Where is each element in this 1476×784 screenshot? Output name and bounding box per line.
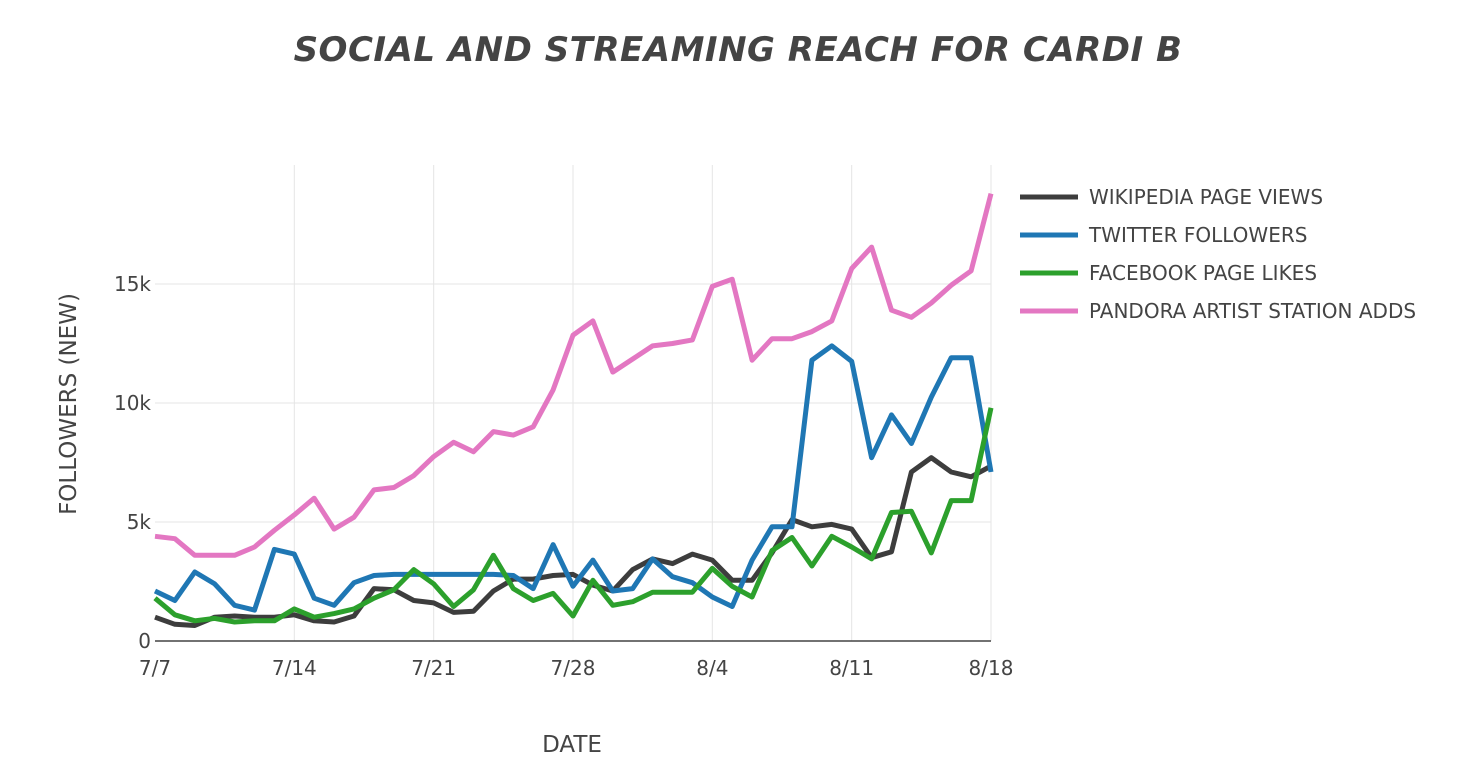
y-tick-label: 0: [138, 629, 151, 653]
grid-lines: [155, 165, 992, 641]
series-lines: [153, 192, 994, 628]
series-line-wikipedia-page-views: [154, 455, 993, 628]
series-line-pandora-artist-station-adds: [154, 192, 994, 558]
legend-item: FACEBOOK PAGE LIKES: [1020, 261, 1317, 285]
legend-item: WIKIPEDIA PAGE VIEWS: [1020, 185, 1323, 209]
y-axis-title: FOLLOWERS (NEW): [56, 293, 82, 515]
x-axis-title: DATE: [542, 732, 602, 758]
x-tick-label: 7/21: [411, 656, 456, 680]
x-tick-label: 7/7: [139, 656, 171, 680]
legend-label: FACEBOOK PAGE LIKES: [1089, 261, 1317, 285]
axes: 7/7 7/14 7/21 7/28 8/4 8/11 8/18 0 5k 10k 15k: [114, 272, 1013, 680]
chart-title: SOCIAL AND STREAMING REACH FOR CARDI B: [293, 30, 1183, 70]
legend-label: TWITTER FOLLOWERS: [1088, 223, 1307, 247]
series-line-facebook-page-likes: [153, 407, 994, 625]
legend-item: TWITTER FOLLOWERS: [1020, 223, 1307, 247]
y-tick-label: 15k: [114, 272, 151, 296]
y-tick-label: 5k: [127, 510, 152, 534]
legend-item: PANDORA ARTIST STATION ADDS: [1020, 299, 1416, 323]
legend: WIKIPEDIA PAGE VIEWS TWITTER FOLLOWERS FAC…: [1020, 185, 1416, 323]
legend-label: WIKIPEDIA PAGE VIEWS: [1089, 185, 1323, 209]
y-tick-label: 10k: [114, 391, 151, 415]
x-tick-label: 8/11: [829, 656, 874, 680]
series-line-twitter-followers: [153, 343, 994, 613]
x-tick-label: 8/18: [969, 656, 1014, 680]
x-tick-label: 7/14: [272, 656, 317, 680]
x-tick-label: 7/28: [551, 656, 596, 680]
x-tick-label: 8/4: [696, 656, 728, 680]
legend-label: PANDORA ARTIST STATION ADDS: [1089, 299, 1416, 323]
